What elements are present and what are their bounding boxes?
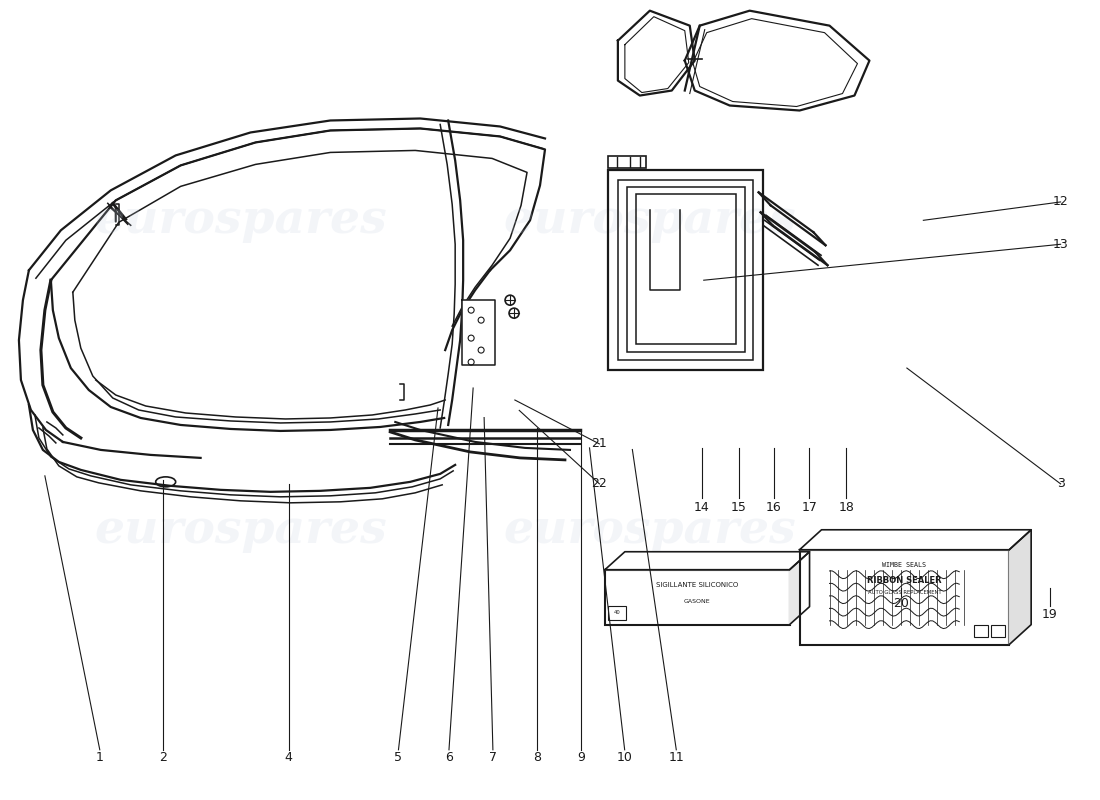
- Text: 22: 22: [592, 478, 607, 490]
- Text: 20: 20: [893, 597, 910, 610]
- Text: 6: 6: [446, 751, 453, 764]
- Text: 10: 10: [617, 751, 632, 764]
- Text: 13: 13: [1053, 238, 1068, 250]
- Text: 5: 5: [395, 751, 403, 764]
- Text: 9: 9: [576, 751, 585, 764]
- Text: eurospares: eurospares: [95, 506, 387, 553]
- Text: 40: 40: [614, 610, 620, 615]
- Bar: [975, 625, 988, 637]
- Text: 15: 15: [730, 502, 747, 514]
- Text: RIBBON SEALER: RIBBON SEALER: [867, 575, 942, 585]
- Bar: [608, 157, 646, 169]
- Text: 18: 18: [838, 502, 855, 514]
- Text: 11: 11: [669, 751, 684, 764]
- Polygon shape: [462, 300, 495, 365]
- Text: eurospares: eurospares: [504, 506, 796, 553]
- Polygon shape: [790, 552, 810, 625]
- Polygon shape: [759, 192, 825, 246]
- Bar: [618, 180, 752, 360]
- Text: WIMBE SEALS: WIMBE SEALS: [882, 562, 926, 568]
- Text: eurospares: eurospares: [95, 198, 387, 243]
- Text: 4: 4: [285, 751, 293, 764]
- Text: 8: 8: [532, 751, 541, 764]
- Text: 21: 21: [592, 438, 607, 450]
- Text: 19: 19: [1042, 607, 1057, 621]
- Text: 12: 12: [1053, 195, 1068, 209]
- Text: 16: 16: [766, 502, 782, 514]
- Bar: [627, 187, 745, 352]
- Polygon shape: [800, 530, 1031, 550]
- Text: AUTO GLASS REPLACEMENT: AUTO GLASS REPLACEMENT: [868, 590, 942, 595]
- Bar: [608, 170, 762, 370]
- Text: eurospares: eurospares: [504, 198, 796, 243]
- Text: 17: 17: [801, 502, 817, 514]
- Text: 2: 2: [160, 751, 167, 764]
- Bar: [800, 550, 1009, 645]
- Bar: [991, 625, 1005, 637]
- Polygon shape: [1009, 530, 1031, 645]
- Polygon shape: [760, 212, 827, 266]
- Polygon shape: [605, 552, 810, 570]
- Text: 1: 1: [96, 751, 103, 764]
- Text: GASONE: GASONE: [684, 599, 711, 604]
- Text: 3: 3: [1057, 478, 1065, 490]
- Text: SIGILLANTE SILICONICO: SIGILLANTE SILICONICO: [656, 582, 738, 588]
- Bar: [636, 194, 736, 344]
- Text: 14: 14: [694, 502, 710, 514]
- Polygon shape: [618, 10, 695, 95]
- Bar: [608, 606, 626, 620]
- Text: 7: 7: [488, 751, 497, 764]
- Polygon shape: [685, 10, 869, 110]
- Bar: [605, 570, 790, 625]
